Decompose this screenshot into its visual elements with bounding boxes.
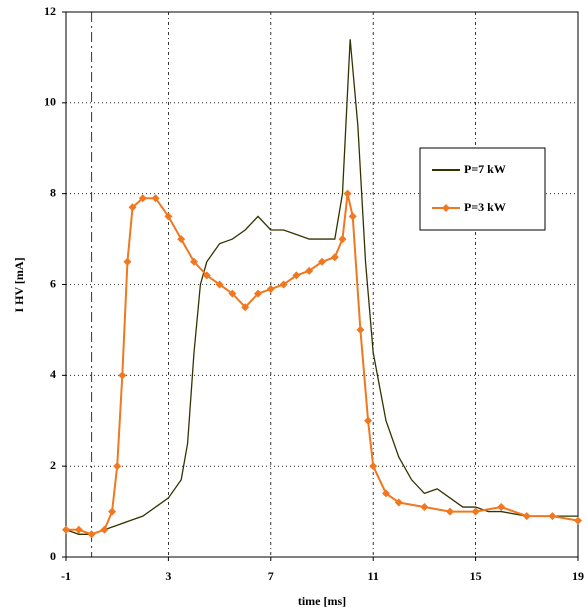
series-line <box>65 39 578 535</box>
data-point <box>108 507 117 516</box>
data-point <box>292 271 301 280</box>
data-point <box>100 525 109 534</box>
y-tick-label: 6 <box>50 276 56 290</box>
data-point <box>305 266 314 275</box>
data-point <box>266 285 275 294</box>
x-tick-label: 15 <box>470 569 482 583</box>
legend-label: P=7 kW <box>464 162 506 176</box>
y-tick-label: 8 <box>50 185 56 199</box>
data-point <box>202 271 211 280</box>
data-point <box>356 325 365 334</box>
legend-marker <box>442 204 450 212</box>
y-tick-label: 2 <box>50 458 56 472</box>
data-point <box>364 416 373 425</box>
data-point <box>382 489 390 498</box>
data-point <box>241 303 250 312</box>
data-point <box>228 289 237 298</box>
x-tick-label: 19 <box>572 569 584 583</box>
data-point <box>318 257 326 266</box>
y-axis-label: I HV [mA] <box>12 257 26 312</box>
data-point <box>123 257 132 266</box>
data-point <box>394 498 403 507</box>
data-point <box>118 371 127 380</box>
data-point <box>177 235 186 244</box>
y-tick-label: 0 <box>50 549 56 563</box>
data-point <box>369 462 378 471</box>
data-point <box>343 189 352 198</box>
data-point <box>113 462 122 471</box>
data-point <box>128 203 137 212</box>
data-point <box>548 512 557 521</box>
x-tick-label: 7 <box>268 569 274 583</box>
data-point <box>338 235 347 244</box>
data-point <box>420 503 429 512</box>
data-point <box>87 530 96 539</box>
data-point <box>471 507 480 516</box>
data-point <box>138 194 147 203</box>
data-point <box>254 289 262 298</box>
data-point <box>330 253 339 262</box>
data-point <box>164 212 173 221</box>
data-point <box>446 507 454 516</box>
x-tick-label: 3 <box>165 569 171 583</box>
x-tick-label: 11 <box>368 569 379 583</box>
legend-label: P=3 kW <box>464 200 506 214</box>
data-point <box>74 525 83 534</box>
data-point <box>151 194 160 203</box>
series-line <box>66 193 579 536</box>
x-tick-label: -1 <box>61 569 71 583</box>
data-point <box>497 503 506 512</box>
plot-frame <box>65 11 579 558</box>
legend-box <box>419 147 546 231</box>
data-point <box>215 280 224 289</box>
data-point <box>574 516 582 525</box>
x-axis-label: time [ms] <box>298 594 346 608</box>
data-point <box>522 512 531 521</box>
y-tick-label: 4 <box>50 367 56 381</box>
data-point <box>62 525 70 534</box>
y-tick-label: 12 <box>44 4 56 18</box>
y-tick-label: 10 <box>44 95 56 109</box>
data-point <box>190 257 198 266</box>
data-point <box>348 212 357 221</box>
data-point <box>279 280 288 289</box>
